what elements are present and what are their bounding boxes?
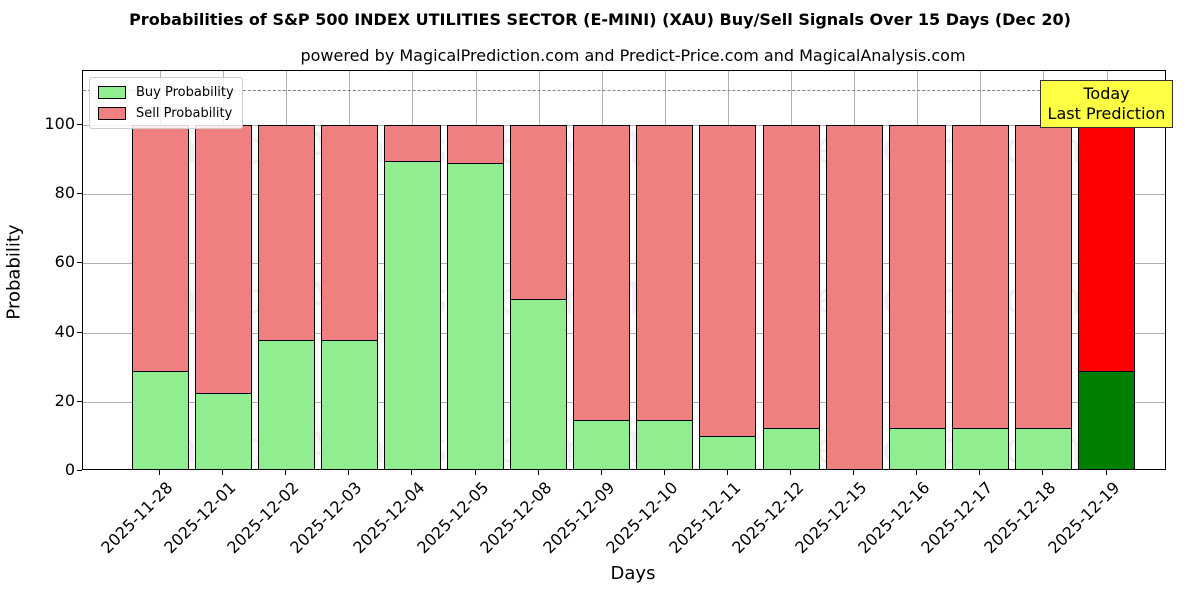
x-tick-mark	[537, 470, 539, 475]
bar-buy	[888, 427, 946, 469]
bar-buy	[320, 339, 378, 469]
annotation-line-2: Last Prediction	[1047, 104, 1166, 123]
bar-sell	[1014, 125, 1072, 429]
bar-sell	[1078, 125, 1135, 372]
chart-title: Probabilities of S&P 500 INDEX UTILITIES…	[129, 10, 1071, 29]
bar-sell	[131, 125, 189, 372]
annotation-line-1: Today	[1083, 84, 1130, 103]
x-tick-mark	[916, 470, 918, 475]
bar-buy	[951, 427, 1009, 469]
bar-sell	[257, 125, 315, 341]
plot-area: MagicalAnalysis.comMagicalPrediction.com…	[82, 70, 1166, 470]
chart-subtitle: powered by MagicalPrediction.com and Pre…	[300, 46, 966, 65]
y-tick-mark	[77, 331, 82, 333]
legend-label-buy: Buy Probability	[136, 85, 234, 100]
legend-item-sell: Sell Probability	[98, 103, 234, 124]
y-axis-label: Probability	[3, 224, 25, 320]
bar-buy	[762, 427, 820, 469]
bar-buy	[573, 420, 631, 469]
y-tick-mark	[77, 193, 82, 195]
bar-buy	[636, 420, 694, 469]
x-tick-mark	[853, 470, 855, 475]
y-tick-label: 100	[44, 114, 75, 133]
buy-swatch-icon	[98, 86, 126, 99]
bar-sell	[825, 125, 883, 469]
x-tick-mark	[726, 470, 728, 475]
x-tick-mark	[600, 470, 602, 475]
reference-line	[83, 90, 1165, 92]
bar-buy	[1078, 370, 1135, 469]
x-tick-mark	[285, 470, 287, 475]
x-tick-mark	[348, 470, 350, 475]
y-tick-mark	[77, 262, 82, 264]
bar-sell	[699, 125, 757, 438]
bar-buy	[447, 162, 504, 469]
y-tick-label: 0	[64, 460, 75, 479]
bar-sell	[573, 125, 631, 422]
x-tick-mark	[474, 470, 476, 475]
x-tick-mark	[159, 470, 160, 475]
bar-buy	[131, 370, 189, 469]
x-tick-mark	[1042, 470, 1044, 475]
bar-sell	[194, 125, 252, 395]
y-tick-mark	[77, 470, 82, 471]
bar-sell	[447, 125, 504, 164]
x-tick-mark	[1105, 470, 1107, 475]
legend-label-sell: Sell Probability	[136, 106, 233, 121]
y-tick-label: 20	[54, 390, 75, 410]
today-annotation: Today Last Prediction	[1040, 80, 1173, 128]
bar-sell	[951, 125, 1009, 429]
bar-buy	[699, 436, 757, 469]
bar-sell	[888, 125, 946, 429]
y-tick-label: 40	[54, 321, 75, 341]
bar-buy	[194, 393, 252, 469]
bar-buy	[257, 339, 315, 469]
bar-buy	[1014, 427, 1072, 469]
y-tick-label: 80	[54, 183, 75, 203]
x-tick-mark	[663, 470, 665, 475]
bar-buy	[383, 160, 441, 469]
bar-sell	[510, 125, 568, 301]
x-tick-mark	[222, 470, 224, 475]
bar-sell	[762, 125, 820, 429]
bar-buy	[510, 299, 568, 469]
y-tick-label: 60	[54, 252, 75, 272]
y-tick-mark	[77, 400, 82, 402]
y-tick-mark	[77, 124, 82, 125]
bar-sell	[320, 125, 378, 341]
sell-swatch-icon	[98, 107, 126, 120]
legend-item-buy: Buy Probability	[98, 82, 234, 103]
x-axis-label: Days	[610, 563, 656, 584]
x-tick-mark	[411, 470, 413, 475]
bar-sell	[383, 125, 441, 162]
legend: Buy Probability Sell Probability	[89, 77, 243, 129]
x-tick-mark	[979, 470, 981, 475]
bar-sell	[636, 125, 694, 422]
x-tick-mark	[790, 470, 791, 475]
